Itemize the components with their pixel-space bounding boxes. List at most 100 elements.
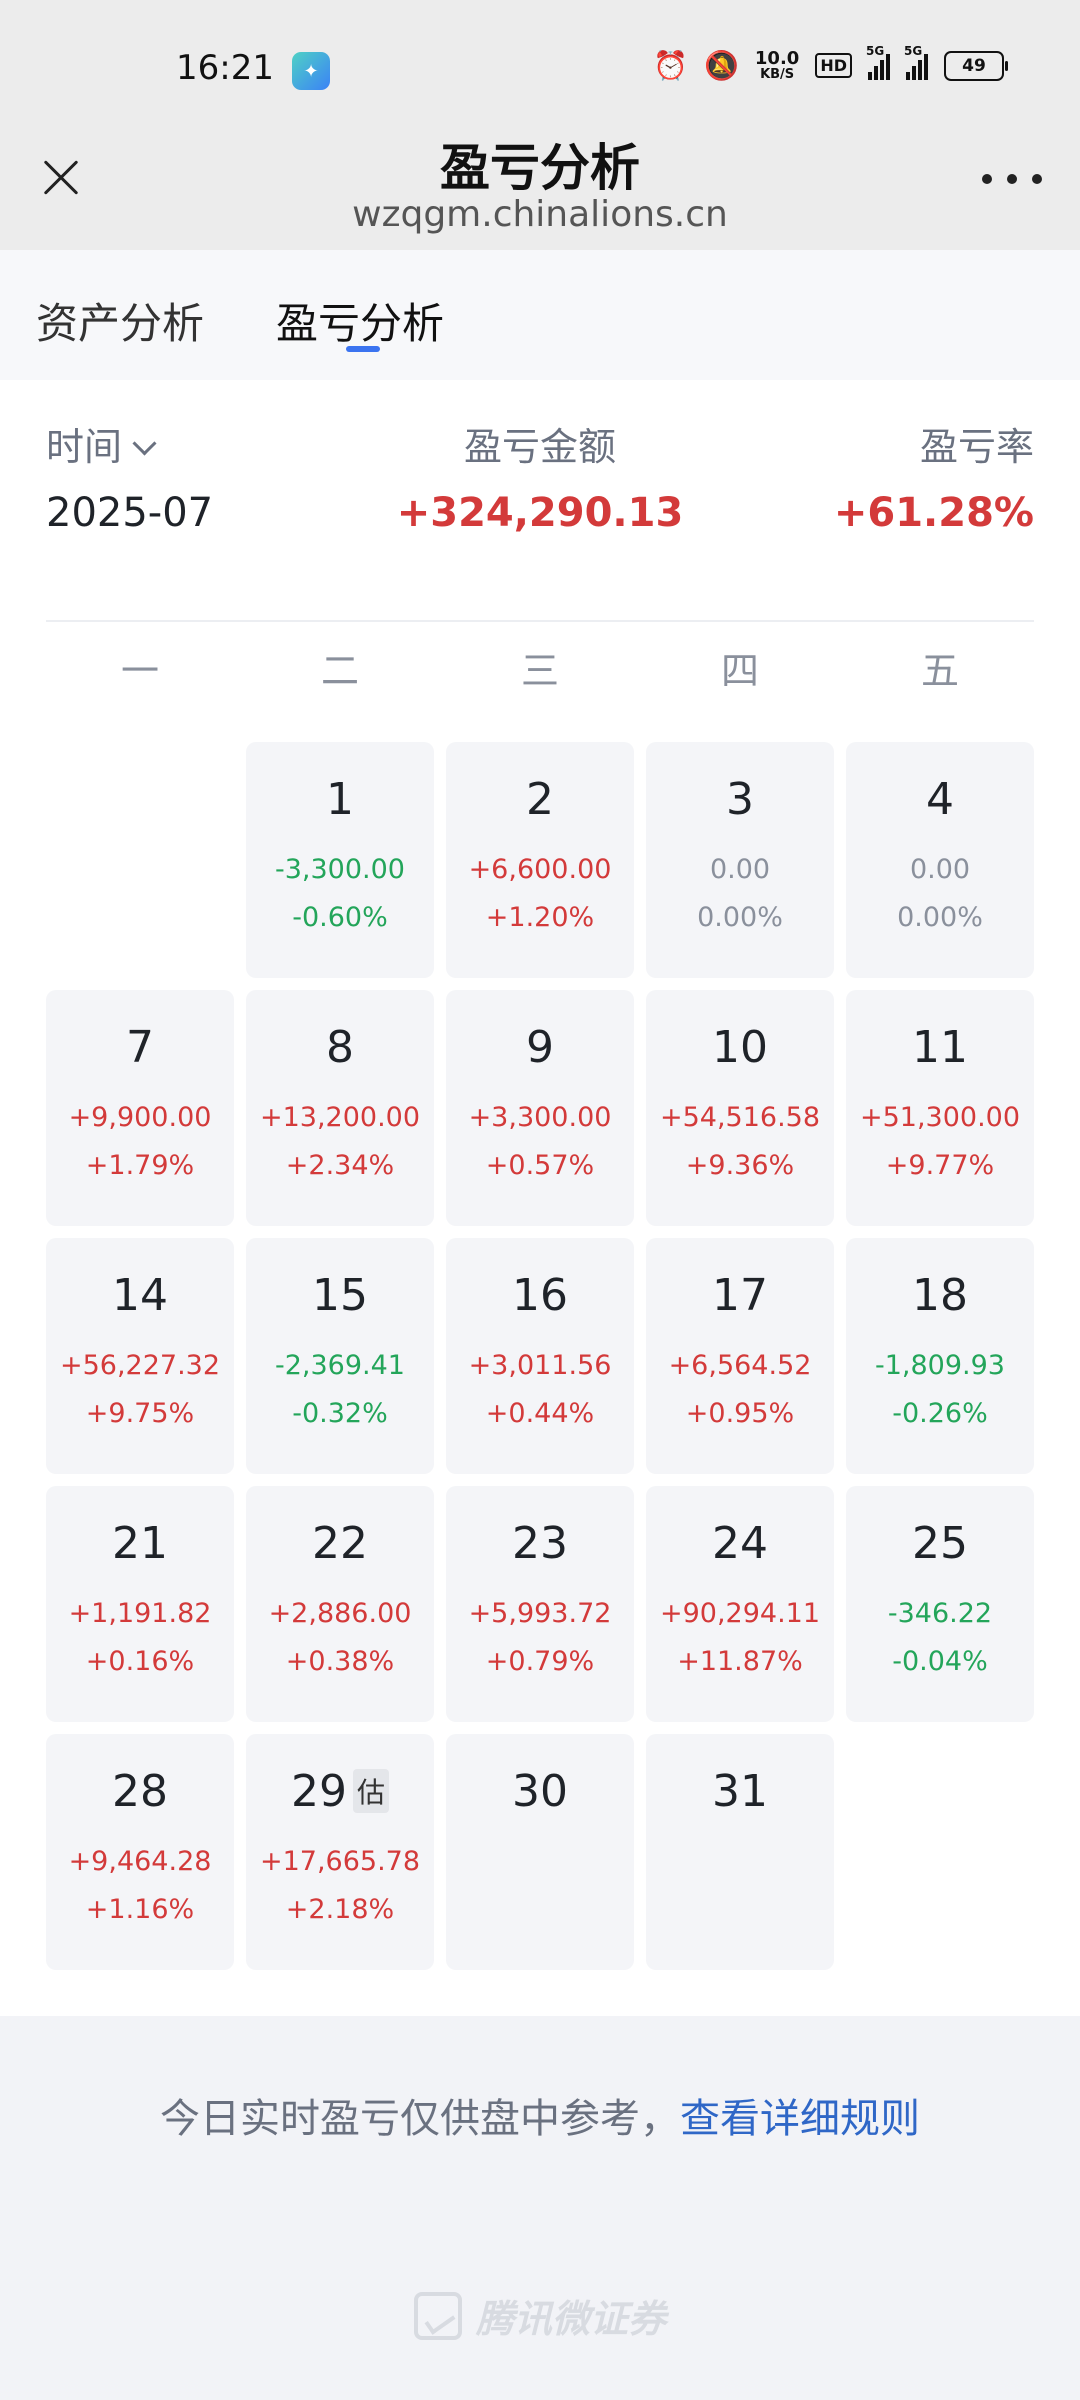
day-pnl-rate: +9.77%	[885, 1150, 995, 1181]
day-pnl-amount: -3,300.00	[275, 854, 405, 885]
calendar-day-number: 18	[846, 1270, 1034, 1321]
network-speed-value: 10.0	[754, 48, 800, 69]
day-pnl-rate: 0.00%	[897, 902, 983, 933]
calendar-day-cell[interactable]: 18 -1,809.93 -0.26%	[846, 1238, 1034, 1474]
battery-icon: 49	[944, 50, 1008, 81]
calendar-day-cell[interactable]: 31	[646, 1734, 834, 1970]
day-pnl-amount: +1,191.82	[68, 1598, 212, 1629]
calendar-day-cell[interactable]: 30	[446, 1734, 634, 1970]
view-rules-link[interactable]: 查看详细规则	[680, 2096, 920, 2142]
weekday-mon: 一	[120, 649, 159, 693]
calendar-day-cell[interactable]: 11 +51,300.00 +9.77%	[846, 990, 1034, 1226]
mute-bell-icon: 🔕	[704, 48, 739, 82]
calendar-day-number: 7	[46, 1022, 234, 1073]
weekday-header: 一 二 三 四 五	[46, 640, 1034, 693]
day-number-text: 25	[912, 1518, 968, 1569]
calendar-day-number: 10	[646, 1022, 834, 1073]
time-selector[interactable]: 时间	[46, 416, 157, 471]
footer: 今日实时盈亏仅供盘中参考，查看详细规则 腾讯微证券	[0, 2016, 1080, 2400]
day-pnl-amount: 0.00	[709, 854, 771, 885]
calendar-day-number: 29 估	[246, 1766, 434, 1817]
calendar-day-number: 24	[646, 1518, 834, 1569]
day-pnl-amount: +56,227.32	[59, 1350, 221, 1381]
calendar-day-cell[interactable]: 2 +6,600.00 +1.20%	[446, 742, 634, 978]
day-number-text: 2	[526, 774, 554, 825]
calendar-day-cell[interactable]: 17 +6,564.52 +0.95%	[646, 1238, 834, 1474]
calendar-day-number: 14	[46, 1270, 234, 1321]
day-pnl-amount: 0.00	[909, 854, 971, 885]
day-pnl-amount: +54,516.58	[659, 1102, 821, 1133]
calendar-day-cell[interactable]: 1 -3,300.00 -0.60%	[246, 742, 434, 978]
day-pnl-rate: +0.44%	[485, 1398, 595, 1429]
network-speed-unit: KB/S	[760, 67, 795, 82]
summary-panel: 时间 盈亏金额 盈亏率 2025-07 +324,290.13 +61.28%	[0, 380, 1080, 620]
calendar-day-cell[interactable]: 9 +3,300.00 +0.57%	[446, 990, 634, 1226]
day-number-text: 17	[712, 1270, 768, 1321]
calendar-day-cell[interactable]: 28 +9,464.28 +1.16%	[46, 1734, 234, 1970]
day-number-text: 4	[926, 774, 954, 825]
amount-label: 盈亏金额	[463, 425, 616, 469]
tab-bar: 资产分析 盈亏分析	[0, 250, 1080, 380]
app-notification-icon: ✦	[292, 52, 330, 90]
day-number-text: 22	[312, 1518, 368, 1569]
day-pnl-rate: +0.95%	[685, 1398, 795, 1429]
more-options-icon[interactable]	[982, 174, 1042, 186]
calendar-day-number: 28	[46, 1766, 234, 1817]
day-number-text: 1	[326, 774, 354, 825]
calendar-day-cell[interactable]: 29 估 +17,665.78 +2.18%	[246, 1734, 434, 1970]
day-pnl-rate: +0.57%	[485, 1150, 595, 1181]
calendar-day-cell[interactable]: 25 -346.22 -0.04%	[846, 1486, 1034, 1722]
weekday-fri: 五	[920, 649, 959, 693]
calendar-day-cell[interactable]: 16 +3,011.56 +0.44%	[446, 1238, 634, 1474]
hd-voice-icon: HD	[815, 53, 852, 78]
calendar-day-number: 23	[446, 1518, 634, 1569]
calendar-day-cell[interactable]: 10 +54,516.58 +9.36%	[646, 990, 834, 1226]
disclaimer-text: 今日实时盈亏仅供盘中参考，查看详细规则	[0, 2086, 1080, 2144]
day-number-text: 30	[512, 1766, 568, 1817]
calendar-day-number: 11	[846, 1022, 1034, 1073]
signal-5g-icon-2: 5G	[904, 44, 928, 80]
calendar-day-cell[interactable]: 4 0.00 0.00%	[846, 742, 1034, 978]
day-number-text: 31	[712, 1766, 768, 1817]
day-pnl-rate: +2.34%	[285, 1150, 395, 1181]
tab-pnl-analysis[interactable]: 盈亏分析	[276, 299, 445, 348]
day-pnl-rate: -0.32%	[292, 1398, 388, 1429]
day-pnl-amount: +9,900.00	[68, 1102, 212, 1133]
day-pnl-amount: +9,464.28	[68, 1846, 212, 1877]
tab-asset-analysis[interactable]: 资产分析	[36, 299, 205, 348]
calendar-day-number: 31	[646, 1766, 834, 1817]
divider	[46, 620, 1034, 622]
day-number-text: 11	[912, 1022, 968, 1073]
day-number-text: 7	[126, 1022, 154, 1073]
calendar-day-cell[interactable]: 21 +1,191.82 +0.16%	[46, 1486, 234, 1722]
calendar-day-cell[interactable]: 14 +56,227.32 +9.75%	[46, 1238, 234, 1474]
calendar-day-cell[interactable]: 24 +90,294.11 +11.87%	[646, 1486, 834, 1722]
brand-name: 腾讯微证券	[475, 2297, 666, 2341]
calendar-day-cell[interactable]: 22 +2,886.00 +0.38%	[246, 1486, 434, 1722]
day-number-text: 23	[512, 1518, 568, 1569]
page-title: 盈亏分析	[440, 139, 640, 197]
status-bar: 16:21 ✦ ⏰ 🔕 10.0 KB/S HD 5G 5G 49	[0, 0, 1080, 140]
estimate-badge: 估	[352, 1769, 389, 1813]
day-pnl-amount: +6,564.52	[668, 1350, 812, 1381]
calendar-day-number: 17	[646, 1270, 834, 1321]
day-number-text: 14	[112, 1270, 168, 1321]
disclaimer-note: 今日实时盈亏仅供盘中参考，	[160, 2096, 680, 2142]
day-number-text: 29	[290, 1766, 347, 1817]
calendar-day-cell[interactable]: 7 +9,900.00 +1.79%	[46, 990, 234, 1226]
rate-label: 盈亏率	[919, 425, 1034, 469]
calendar-day-number: 16	[446, 1270, 634, 1321]
calendar-day-cell[interactable]: 3 0.00 0.00%	[646, 742, 834, 978]
weekday-wed: 三	[520, 649, 559, 693]
day-pnl-amount: -2,369.41	[275, 1350, 405, 1381]
signal-label: 5G	[866, 43, 885, 58]
calendar-day-number: 9	[446, 1022, 634, 1073]
day-pnl-amount: +13,200.00	[259, 1102, 421, 1133]
calendar-day-cell[interactable]: 15 -2,369.41 -0.32%	[246, 1238, 434, 1474]
day-pnl-rate: +9.36%	[685, 1150, 795, 1181]
day-pnl-amount: -1,809.93	[875, 1350, 1005, 1381]
calendar-day-cell[interactable]: 23 +5,993.72 +0.79%	[446, 1486, 634, 1722]
calendar-day-cell[interactable]: 8 +13,200.00 +2.34%	[246, 990, 434, 1226]
weekday-tue: 二	[320, 649, 359, 693]
day-pnl-rate: -0.60%	[292, 902, 388, 933]
